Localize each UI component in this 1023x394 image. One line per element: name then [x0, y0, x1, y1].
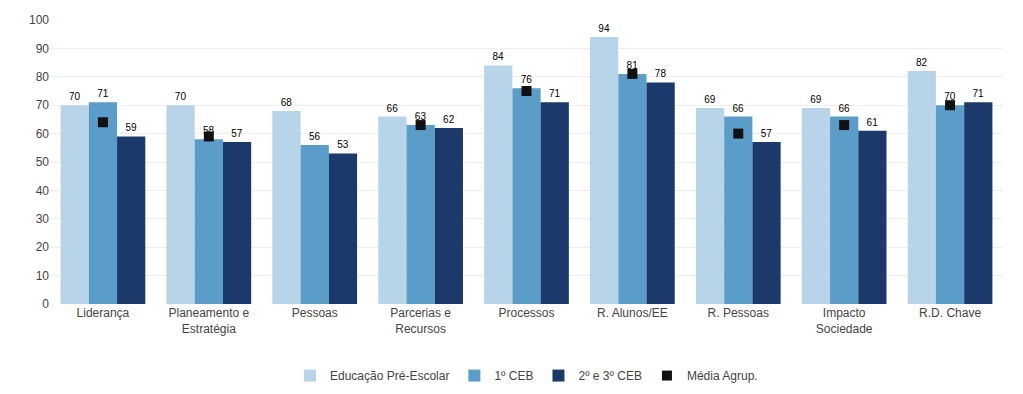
svg-text:Parcerias eRecursos: Parcerias eRecursos	[390, 306, 451, 336]
svg-text:R. Alunos/EE: R. Alunos/EE	[597, 306, 668, 320]
svg-text:69: 69	[704, 94, 716, 105]
svg-text:50: 50	[36, 155, 50, 169]
svg-text:1º CEB: 1º CEB	[494, 369, 533, 383]
svg-text:70: 70	[69, 91, 81, 102]
svg-text:20: 20	[36, 240, 50, 254]
svg-text:60: 60	[36, 127, 50, 141]
svg-text:Processos: Processos	[498, 306, 554, 320]
svg-text:56: 56	[309, 131, 321, 142]
svg-text:68: 68	[281, 97, 293, 108]
svg-text:63: 63	[415, 111, 427, 122]
svg-text:40: 40	[36, 184, 50, 198]
svg-text:R. Pessoas: R. Pessoas	[708, 306, 769, 320]
svg-text:59: 59	[125, 122, 137, 133]
svg-text:ImpactoSociedade: ImpactoSociedade	[816, 306, 873, 336]
svg-text:69: 69	[810, 94, 822, 105]
svg-text:80: 80	[36, 70, 50, 84]
svg-text:Planeamento eEstratégia: Planeamento eEstratégia	[168, 306, 249, 336]
svg-text:70: 70	[175, 91, 187, 102]
svg-text:0: 0	[42, 297, 49, 311]
svg-text:84: 84	[492, 51, 504, 62]
svg-text:71: 71	[973, 88, 985, 99]
svg-text:70: 70	[944, 91, 956, 102]
svg-text:66: 66	[732, 103, 744, 114]
svg-text:57: 57	[231, 128, 243, 139]
svg-text:94: 94	[598, 23, 610, 34]
svg-text:76: 76	[521, 74, 533, 85]
svg-text:62: 62	[443, 114, 455, 125]
svg-text:R.D. Chave: R.D. Chave	[919, 306, 981, 320]
svg-text:66: 66	[838, 103, 850, 114]
svg-text:81: 81	[627, 60, 639, 71]
svg-text:90: 90	[36, 42, 50, 56]
svg-text:10: 10	[36, 269, 50, 283]
svg-text:71: 71	[549, 88, 561, 99]
svg-text:2º e 3º CEB: 2º e 3º CEB	[578, 369, 641, 383]
svg-text:58: 58	[203, 125, 215, 136]
svg-text:100: 100	[29, 13, 49, 27]
svg-text:53: 53	[337, 139, 349, 150]
svg-text:30: 30	[36, 212, 50, 226]
svg-text:66: 66	[387, 103, 399, 114]
svg-text:71: 71	[97, 88, 109, 99]
svg-text:78: 78	[655, 68, 667, 79]
svg-text:Pessoas: Pessoas	[292, 306, 338, 320]
svg-text:82: 82	[916, 57, 928, 68]
svg-text:Liderança: Liderança	[77, 306, 130, 320]
svg-text:Educação Pré-Escolar: Educação Pré-Escolar	[330, 369, 449, 383]
svg-text:57: 57	[761, 128, 773, 139]
svg-text:Média Agrup.: Média Agrup.	[687, 369, 758, 383]
svg-text:61: 61	[867, 117, 879, 128]
svg-text:70: 70	[36, 98, 50, 112]
